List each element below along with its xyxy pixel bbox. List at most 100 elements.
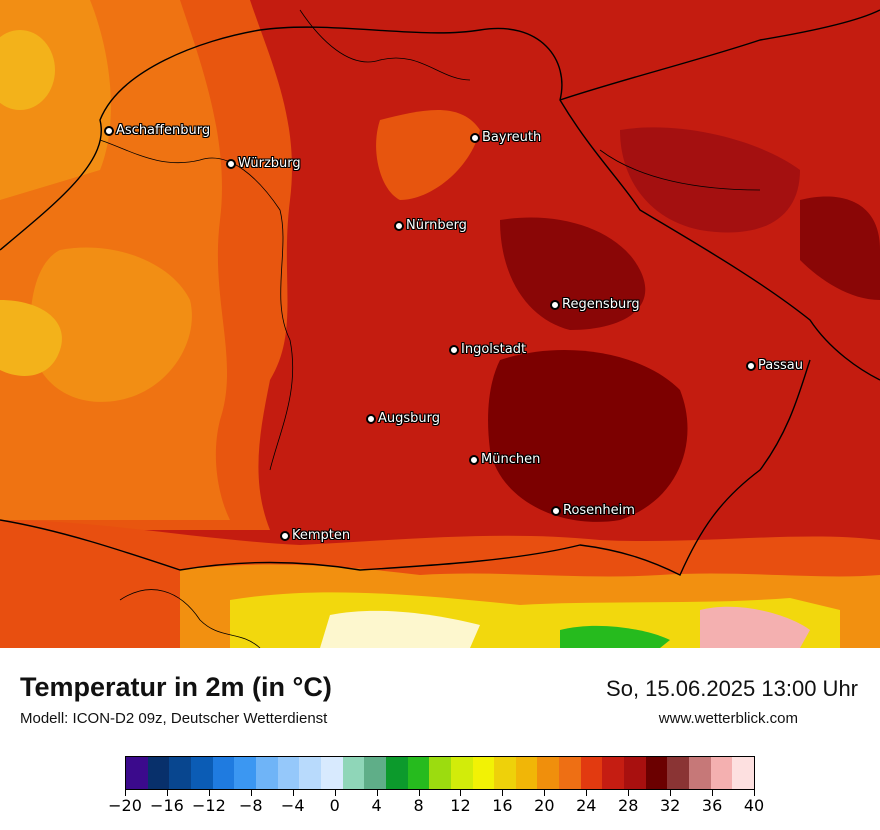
legend-color-segment [212,757,235,789]
legend-tick-label: −16 [150,796,184,815]
legend-ticks: −20 −16 −12 −8 −4 0 4 8 12 16 20 24 28 32 36 40 [108,790,764,820]
city-marker-regensburg: Regensburg [550,297,640,312]
legend-color-segment [299,757,321,789]
city-marker-muenchen: München [469,452,540,467]
legend-tick-label: 0 [329,796,340,815]
map-title: Temperatur in 2m (in °C) [20,672,332,702]
city-label: Bayreuth [482,130,542,145]
city-marker-rosenheim: Rosenheim [551,503,635,518]
city-marker-augsburg: Augsburg [366,411,440,426]
legend-tick-mark [125,790,126,796]
legend-tick-label: −12 [191,796,226,815]
legend-tick-label: 36 [701,796,723,815]
legend-color-segment [450,757,473,789]
legend-tick-label: 28 [618,796,639,815]
legend-tick-mark [250,790,252,796]
legend-color-segment [689,757,711,789]
legend-color-segment [190,757,213,789]
legend-tick-mark [208,790,210,796]
legend-color-segment [320,757,343,789]
city-label: Rosenheim [563,503,635,518]
legend-tick-mark [544,790,546,796]
legend-tick-label: −8 [239,796,263,815]
city-dot [550,299,560,310]
city-dot [746,360,756,371]
city-label: Nürnberg [406,218,467,233]
legend-tick-label: 16 [492,796,513,815]
city-dot [104,125,114,136]
city-marker-aschaffenburg: Aschaffenburg [104,123,210,138]
city-dot [366,413,376,424]
legend-color-segment [667,757,690,789]
city-marker-nuernberg: Nürnberg [394,218,467,233]
model-source: Modell: ICON-D2 09z, Deutscher Wetterdie… [20,710,328,727]
legend-color-segment [342,757,365,789]
valid-datetime: So, 15.06.2025 13:00 Uhr [606,676,858,701]
legend-color-segment [559,757,581,789]
legend-tick-mark [712,790,714,796]
legend-color-segment [732,757,755,789]
city-dot [394,220,404,231]
legend-color-segment [407,757,430,789]
legend-tick-label: 8 [413,796,424,815]
city-label: Kempten [292,528,351,543]
legend-color-segment [429,757,451,789]
city-label: Aschaffenburg [116,123,211,138]
city-label: Würzburg [238,156,301,171]
legend-color-segment [277,757,300,789]
city-label: Ingolstadt [461,342,527,357]
legend-tick-mark [754,790,755,796]
legend-color-segment [710,757,733,789]
legend-tick-label: 4 [371,796,382,815]
legend-color-segment [234,757,256,789]
city-marker-passau: Passau [746,358,803,373]
legend-tick-mark [376,790,378,796]
city-dot [469,454,479,465]
legend-tick-mark [628,790,630,796]
legend-tick-mark [292,790,294,796]
legend-color-segment [255,757,278,789]
website-link[interactable]: www.wetterblick.com [658,710,798,727]
legend-color-segment [580,757,603,789]
city-marker-ingolstadt: Ingolstadt [449,342,526,357]
legend-tick-label: −4 [280,796,305,815]
legend-tick-label: −20 [108,796,142,815]
legend-color-segment [472,757,495,789]
city-label: Regensburg [562,297,640,312]
legend-tick-mark [670,790,672,796]
legend-color-segment [645,757,668,789]
city-dot [226,158,236,169]
city-dot [280,530,290,541]
city-dot [470,132,480,143]
legend-color-segment [602,757,625,789]
city-marker-wuerzburg: Würzburg [226,156,301,171]
legend-tick-mark [460,790,462,796]
legend-tick-label: 20 [534,796,555,815]
legend-color-segment [147,757,170,789]
city-marker-bayreuth: Bayreuth [470,130,541,145]
legend-color-segment [169,757,191,789]
legend-tick-mark [502,790,504,796]
legend-tick-mark [334,790,336,796]
legend-tick-label: 32 [659,796,681,815]
legend-color-segment [364,757,386,789]
legend-color-segment [385,757,408,789]
legend-tick-label: 12 [450,796,471,815]
city-dot [449,344,459,355]
city-label: Augsburg [378,411,441,426]
legend-color-segment [537,757,560,789]
legend-tick-label: 24 [576,796,597,815]
legend-color-segment [126,757,148,789]
city-label: Passau [758,358,803,373]
legend-color-segment [494,757,516,789]
legend-color-segment [624,757,646,789]
temperature-map: Aschaffenburg Würzburg Bayreuth Nürnberg… [0,0,880,648]
legend-tick-mark [418,790,420,796]
city-marker-kempten: Kempten [280,528,350,543]
legend-tick-mark [166,790,168,796]
legend-tick-mark [586,790,588,796]
legend-tick-label: 40 [743,796,765,815]
legend-colorbar [125,756,755,790]
legend-color-segment [515,757,538,789]
city-label: München [481,452,541,467]
